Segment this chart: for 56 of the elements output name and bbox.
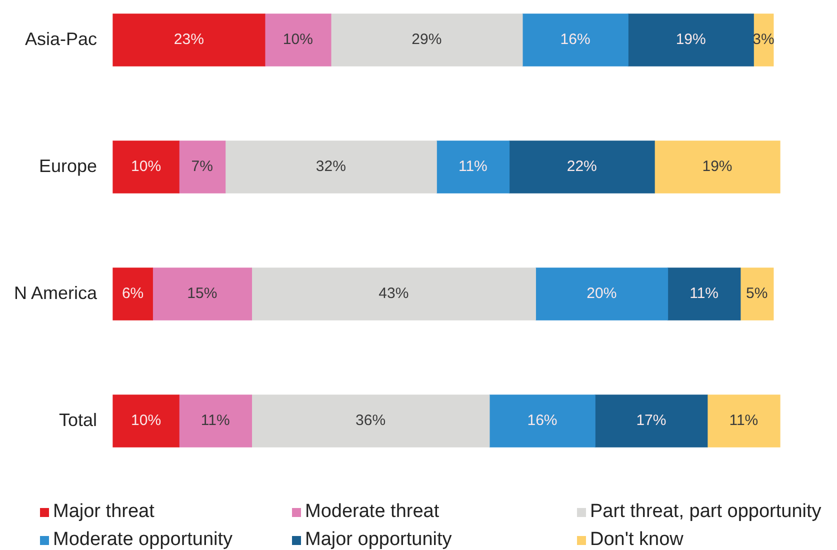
- bar: [251, 394, 490, 448]
- bar: [112, 268, 153, 320]
- bar: [508, 140, 655, 194]
- bar: [112, 14, 266, 66]
- data-label: 11%: [690, 285, 719, 302]
- data-label: 16%: [527, 412, 558, 430]
- bar: [654, 140, 780, 194]
- data-label: 22%: [566, 158, 597, 176]
- bar: [112, 394, 180, 448]
- bar: [251, 268, 536, 320]
- bar: [112, 140, 180, 194]
- bar: [594, 394, 708, 448]
- y-tick-label: N America: [14, 282, 98, 303]
- bar: [330, 14, 523, 66]
- y-tick-label: Europe: [38, 156, 97, 176]
- data-label: 43%: [378, 285, 409, 302]
- data-label: 10%: [282, 31, 313, 48]
- data-label: 32%: [316, 158, 346, 176]
- bar: [522, 14, 628, 66]
- data-label: 7%: [191, 158, 213, 176]
- data-label: 17%: [636, 412, 666, 430]
- legend-label: Major threat: [53, 500, 154, 524]
- y-tick-label: Total: [58, 410, 97, 430]
- bar: [264, 14, 332, 66]
- legend-label: Major opportunity: [305, 528, 452, 550]
- bar: [178, 394, 252, 448]
- legend-label: Moderate opportunity: [53, 528, 233, 550]
- bar: [667, 268, 741, 320]
- data-label: 19%: [676, 31, 706, 48]
- y-tick-label: Asia-Pac: [24, 28, 97, 49]
- data-label: 11%: [200, 412, 230, 430]
- bar: [436, 140, 510, 194]
- legend-label: Part threat, part opportunity: [590, 500, 822, 524]
- data-label: 20%: [586, 285, 617, 302]
- bar: [178, 140, 226, 194]
- bar: [152, 268, 252, 320]
- bar: [707, 394, 780, 448]
- bar: [535, 268, 668, 320]
- bar: [489, 394, 596, 448]
- data-label: 5%: [746, 285, 768, 302]
- data-label: 36%: [356, 412, 386, 430]
- data-label: 10%: [131, 158, 162, 176]
- data-label: 23%: [174, 31, 204, 48]
- data-label: 29%: [412, 31, 442, 48]
- data-label: 15%: [187, 285, 218, 302]
- data-label: 10%: [131, 412, 162, 430]
- legend-label: Moderate threat: [305, 500, 440, 524]
- data-label: 19%: [702, 158, 732, 176]
- data-label: 11%: [458, 158, 488, 176]
- data-label: 6%: [122, 285, 144, 302]
- bar: [740, 268, 774, 320]
- bar: [628, 14, 754, 66]
- data-label: 16%: [560, 31, 590, 48]
- bar: [224, 140, 437, 194]
- data-label: 11%: [729, 412, 758, 430]
- legend-label: Don't know: [590, 528, 684, 550]
